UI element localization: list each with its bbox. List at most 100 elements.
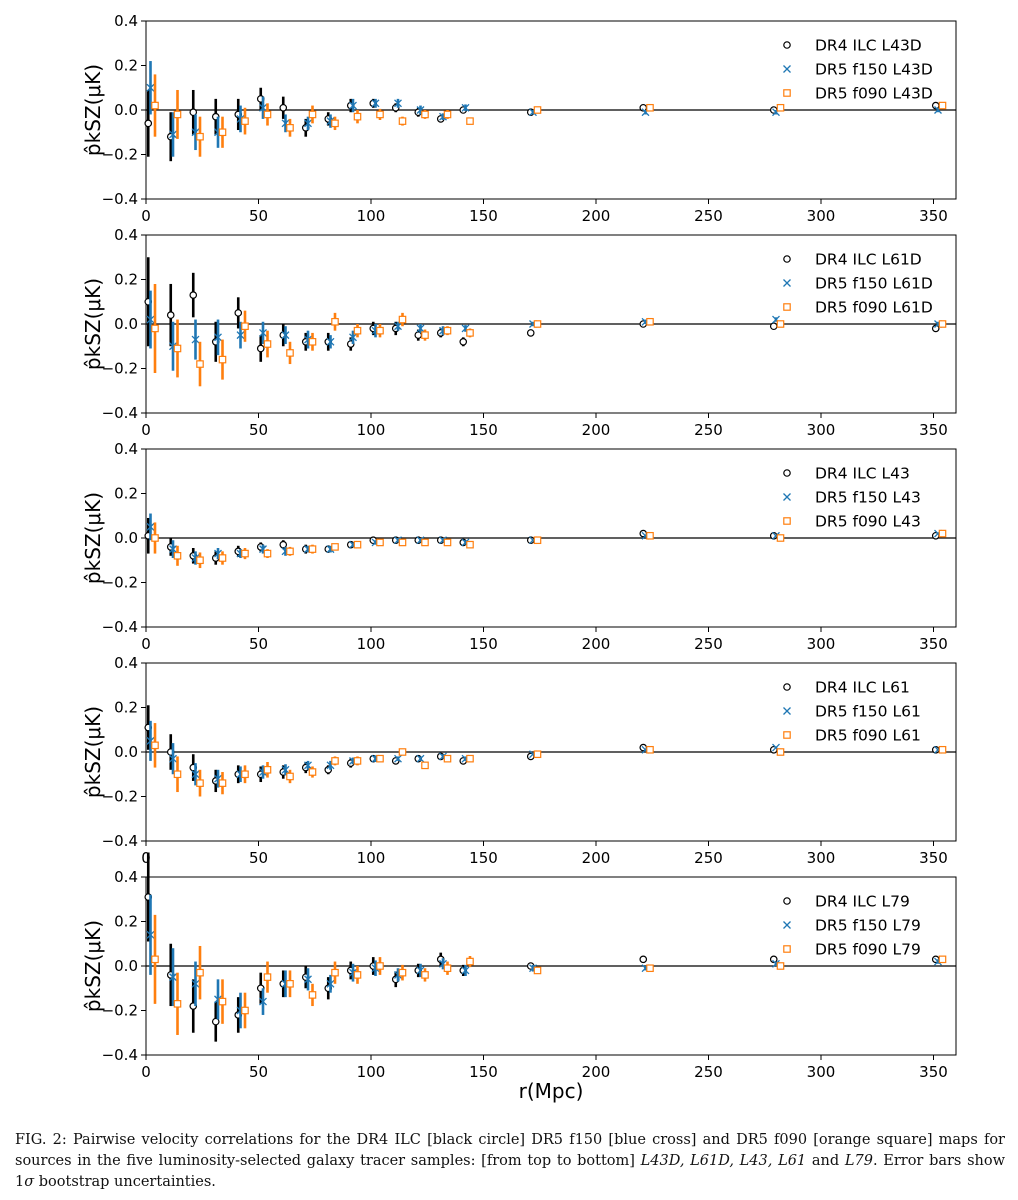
data-point bbox=[191, 335, 200, 344]
data-point bbox=[376, 326, 384, 335]
data-point bbox=[938, 320, 947, 328]
data-point bbox=[353, 971, 362, 979]
legend: DR4 ILC L79 DR5 f150 L79 DR5 f090 L79 bbox=[783, 893, 921, 959]
data-point bbox=[466, 540, 474, 549]
x-tick-label: 0 bbox=[141, 1063, 151, 1081]
y-tick-label: 0.4 bbox=[114, 654, 138, 672]
y-tick-label: 0.2 bbox=[114, 485, 138, 503]
data-point bbox=[394, 99, 402, 108]
data-point bbox=[416, 324, 425, 333]
data-point bbox=[144, 119, 153, 128]
data-point bbox=[146, 930, 155, 939]
data-point bbox=[443, 326, 452, 335]
y-tick-label: −0.2 bbox=[102, 146, 138, 164]
data-point bbox=[331, 757, 339, 765]
x-tick-label: 300 bbox=[807, 207, 836, 225]
data-point bbox=[173, 770, 182, 779]
x-tick-label: 0 bbox=[141, 421, 151, 439]
data-point bbox=[646, 103, 654, 112]
y-tick-label: −0.4 bbox=[102, 618, 138, 636]
legend-label: DR5 f090 L79 bbox=[815, 941, 921, 959]
y-tick-label: 0.0 bbox=[114, 101, 138, 119]
data-point bbox=[151, 534, 159, 542]
data-point bbox=[196, 556, 204, 565]
y-tick-label: 0.0 bbox=[114, 315, 138, 333]
y-tick-label: −0.2 bbox=[102, 788, 138, 806]
legend-label: DR5 f150 L61 bbox=[815, 703, 921, 721]
y-tick-label: −0.4 bbox=[102, 832, 138, 850]
x-tick-label: 300 bbox=[807, 421, 836, 439]
panel-4: 0 50 100 150 200 250 300 350 −0.4 −0.2 0.0 0.2 0.4 p̂… bbox=[81, 654, 957, 867]
data-point bbox=[308, 768, 317, 776]
data-point bbox=[308, 991, 317, 999]
legend-marker bbox=[783, 469, 791, 477]
data-point bbox=[236, 331, 245, 340]
legend-marker bbox=[783, 65, 791, 73]
data-point bbox=[256, 344, 265, 353]
data-point bbox=[218, 779, 227, 787]
data-point bbox=[151, 741, 159, 750]
data-point bbox=[241, 322, 249, 331]
y-tick-label: 0.4 bbox=[114, 440, 138, 458]
legend: DR4 ILC L61 DR5 f150 L61 DR5 f090 L61 bbox=[783, 679, 921, 745]
data-point bbox=[398, 315, 407, 324]
data-point bbox=[173, 344, 182, 353]
data-point bbox=[218, 128, 227, 137]
caption-text: FIG. 2: Pairwise velocity correlations f… bbox=[15, 1132, 1010, 1169]
data-point bbox=[326, 979, 335, 988]
x-tick-label: 50 bbox=[249, 849, 268, 867]
y-tick-label: −0.2 bbox=[102, 1002, 138, 1020]
legend-marker bbox=[783, 89, 791, 97]
legend-marker bbox=[783, 255, 791, 263]
data-point bbox=[466, 754, 474, 763]
data-point bbox=[189, 108, 198, 117]
data-point bbox=[146, 315, 155, 324]
series-cross bbox=[146, 894, 942, 1029]
y-axis-label: p̂kSZ(μK) bbox=[81, 492, 105, 584]
x-tick-label: 150 bbox=[469, 207, 498, 225]
legend-marker bbox=[783, 731, 791, 739]
legend-label: DR5 f090 L61D bbox=[815, 299, 933, 317]
x-tick-label: 100 bbox=[357, 1063, 386, 1081]
series-square bbox=[151, 522, 947, 569]
data-point bbox=[349, 333, 357, 342]
data-point bbox=[421, 971, 429, 979]
data-point bbox=[263, 340, 272, 348]
data-point bbox=[191, 770, 200, 779]
x-tick-label: 150 bbox=[469, 635, 498, 653]
data-point bbox=[279, 103, 288, 112]
data-point bbox=[769, 955, 778, 964]
caption-and: and bbox=[806, 1153, 845, 1169]
data-point bbox=[146, 522, 155, 531]
x-axis-label: r(Mpc) bbox=[519, 1079, 584, 1103]
data-point bbox=[169, 754, 177, 763]
data-point bbox=[421, 761, 429, 770]
legend-label: DR5 f150 L61D bbox=[815, 275, 933, 293]
data-point bbox=[421, 110, 429, 119]
data-point bbox=[353, 326, 362, 335]
data-point bbox=[169, 130, 177, 139]
x-tick-label: 250 bbox=[694, 849, 723, 867]
legend-label: DR4 ILC L43D bbox=[815, 37, 922, 55]
data-point bbox=[241, 770, 249, 779]
data-point bbox=[646, 745, 654, 754]
x-tick-label: 300 bbox=[807, 1063, 836, 1081]
data-point bbox=[191, 979, 200, 988]
x-tick-label: 100 bbox=[357, 207, 386, 225]
data-point bbox=[151, 101, 159, 110]
data-point bbox=[371, 99, 380, 108]
y-tick-label: −0.4 bbox=[102, 404, 138, 422]
y-tick-label: 0.0 bbox=[114, 743, 138, 761]
pairwise-velocity-figure: r(Mpc) 0 50 100 150 200 250 300 350−0.4−0.20.00… bbox=[81, 12, 957, 1103]
y-axis-label: p̂kSZ(μK) bbox=[81, 278, 105, 370]
legend-marker bbox=[783, 683, 791, 691]
data-point bbox=[196, 132, 204, 141]
y-tick-label: −0.2 bbox=[102, 574, 138, 592]
data-point bbox=[263, 549, 272, 558]
y-tick-label: 0.4 bbox=[114, 12, 138, 30]
data-point bbox=[151, 324, 159, 333]
data-point bbox=[286, 349, 294, 357]
x-tick-label: 350 bbox=[919, 849, 948, 867]
data-point bbox=[349, 101, 357, 110]
y-tick-label: 0.4 bbox=[114, 226, 138, 244]
